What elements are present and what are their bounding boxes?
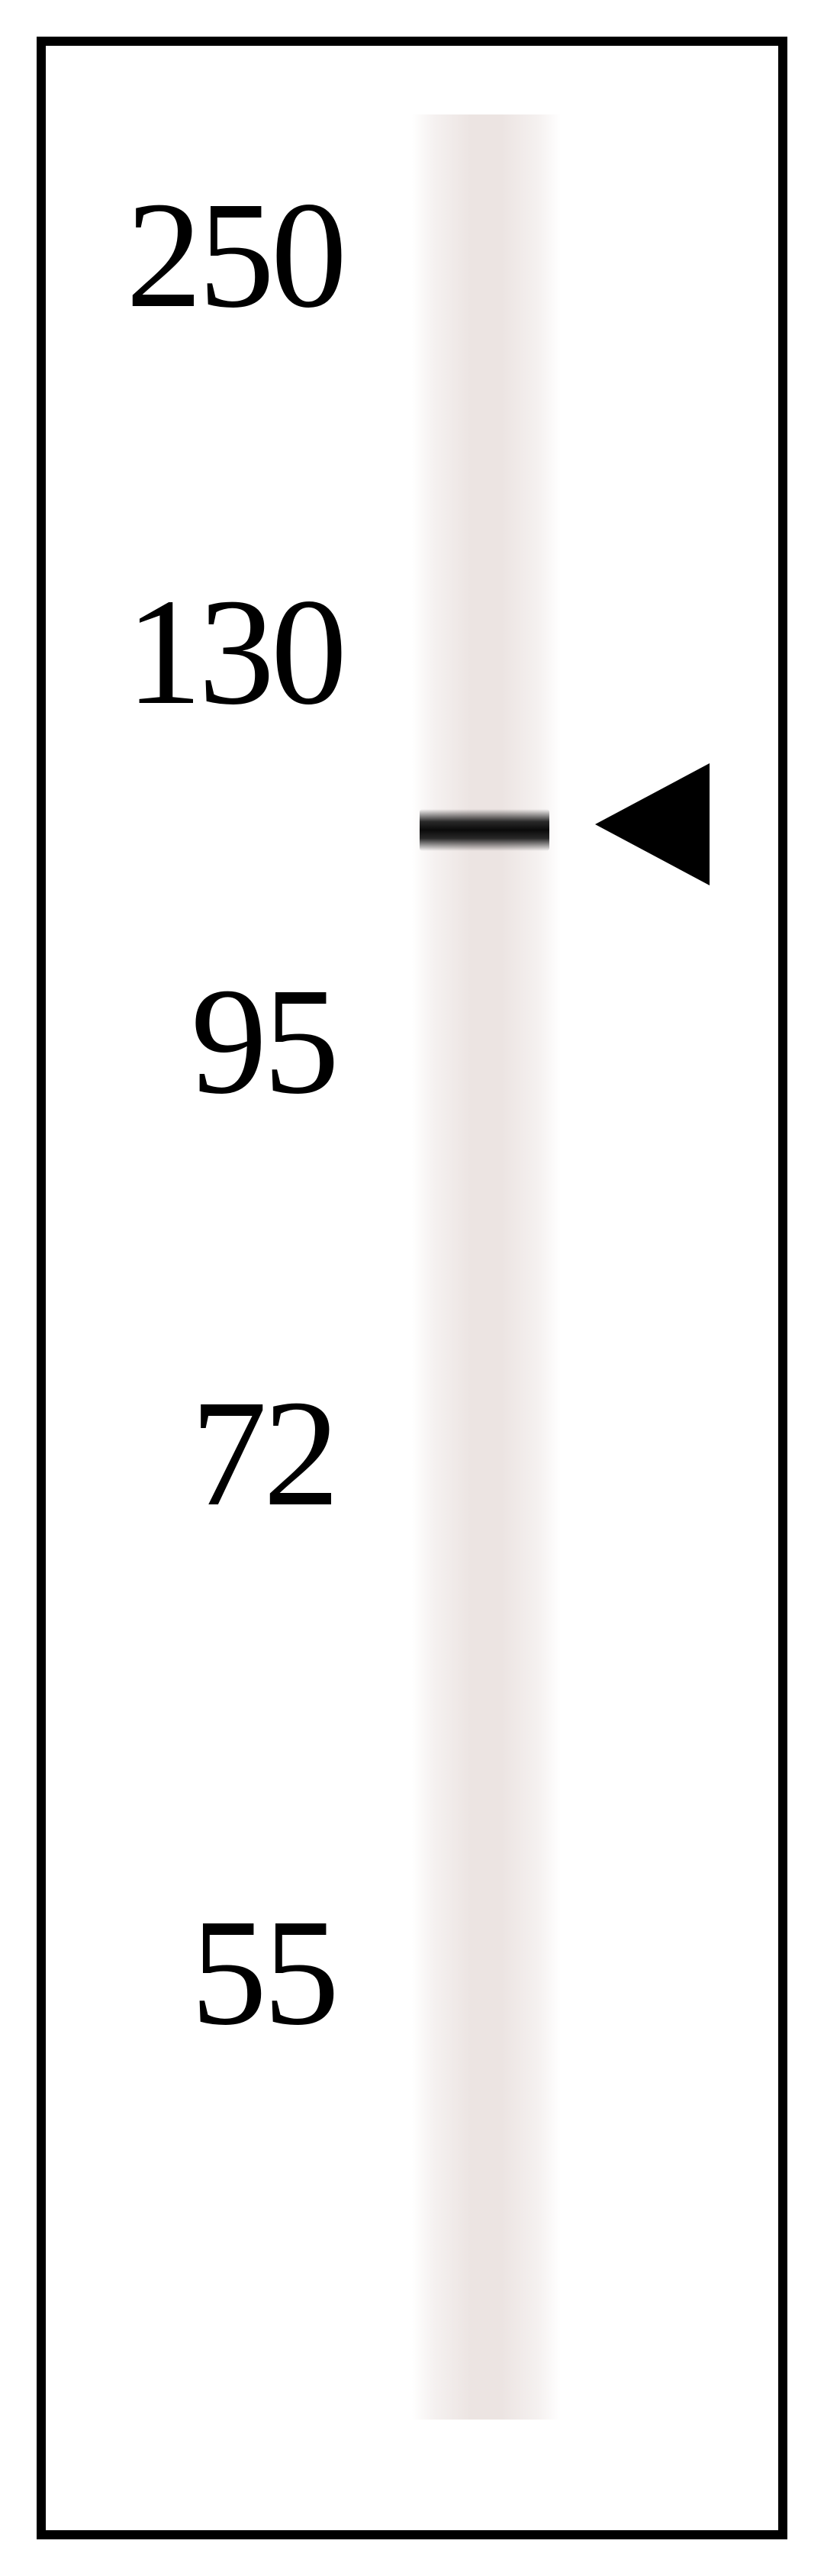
- blot-lane: [412, 114, 561, 2420]
- mw-label-72: 72: [137, 1366, 336, 1541]
- band-indicator-arrow: [595, 763, 710, 885]
- protein-band: [420, 809, 549, 851]
- mw-label-55: 55: [137, 1885, 336, 2060]
- mw-label-250: 250: [69, 168, 343, 343]
- mw-label-130: 130: [69, 565, 343, 740]
- mw-label-95: 95: [137, 954, 336, 1129]
